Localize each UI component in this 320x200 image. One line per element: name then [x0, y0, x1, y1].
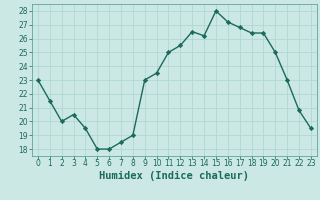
X-axis label: Humidex (Indice chaleur): Humidex (Indice chaleur)	[100, 171, 249, 181]
